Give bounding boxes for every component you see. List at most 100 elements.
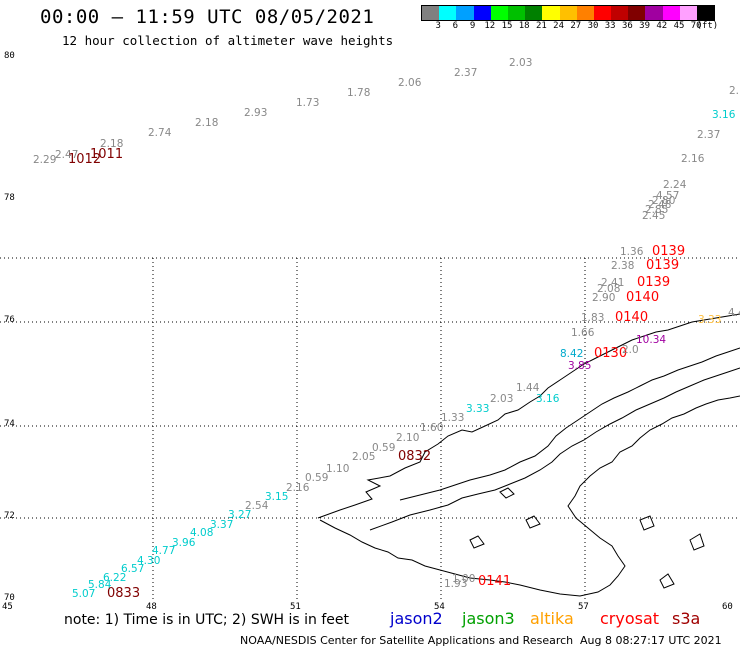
wave-height-value: 2.05 bbox=[352, 451, 375, 463]
color-swatch bbox=[456, 6, 474, 20]
wave-height-value: 1.00 bbox=[452, 573, 475, 585]
color-swatch bbox=[679, 6, 697, 20]
wave-height-value: 2.10 bbox=[396, 432, 419, 444]
pass-time-label: 0139 bbox=[646, 258, 679, 273]
coastline-fjords bbox=[319, 395, 740, 597]
longitude-label: 51 bbox=[290, 602, 301, 612]
wave-height-value: 2.93 bbox=[244, 107, 267, 119]
wave-height-value: 1.60 bbox=[420, 422, 443, 434]
wave-height-value: 2.74 bbox=[148, 127, 172, 139]
wave-height-value: 3.85 bbox=[568, 360, 591, 372]
longitude-label: 48 bbox=[146, 602, 157, 612]
wave-height-value: 2.03 bbox=[509, 57, 532, 69]
color-scale-label: 33 bbox=[604, 21, 616, 31]
longitude-label: 60 bbox=[722, 602, 733, 612]
wave-height-value: 1.44 bbox=[516, 382, 540, 394]
legend-item-altika: altika bbox=[530, 609, 574, 628]
color-swatch bbox=[662, 6, 680, 20]
wave-height-value: 2.16 bbox=[286, 482, 310, 494]
color-swatch bbox=[525, 6, 543, 20]
wave-height-value: 2.38 bbox=[611, 260, 634, 272]
color-swatch bbox=[576, 6, 594, 20]
wave-height-value: 2.37 bbox=[454, 67, 477, 79]
wave-height-value: 2. bbox=[729, 85, 739, 97]
wave-height-value: 1.66 bbox=[571, 327, 595, 339]
coastline-inlets bbox=[399, 347, 740, 501]
color-swatch bbox=[542, 6, 560, 20]
color-scale-label: 39 bbox=[639, 21, 651, 31]
color-scale-label: 42 bbox=[656, 21, 668, 31]
credit-line: NOAA/NESDIS Center for Satellite Applica… bbox=[240, 634, 574, 647]
color-scale-label: 15 bbox=[501, 21, 513, 31]
color-scale-label: 30 bbox=[587, 21, 599, 31]
color-scale-label: (ft) bbox=[696, 21, 719, 31]
pass-time-label: 0141 bbox=[478, 574, 511, 589]
wave-height-value: 3.33 bbox=[466, 403, 489, 415]
page-subtitle: 12 hour collection of altimeter wave hei… bbox=[62, 33, 394, 48]
wave-height-value: 3.33 bbox=[698, 314, 721, 326]
pass-time-label: 0140 bbox=[626, 290, 659, 305]
legend-item-cryosat: cryosat bbox=[600, 609, 660, 628]
wave-height-value: 2.29 bbox=[33, 154, 56, 166]
color-swatch bbox=[490, 6, 508, 20]
color-scale-label: 18 bbox=[518, 21, 530, 31]
wave-height-value: 3.27 bbox=[228, 509, 251, 521]
pass-time-label: 0140 bbox=[615, 310, 648, 325]
longitude-label: 45 bbox=[2, 602, 13, 612]
wave-height-value: 2.08 bbox=[597, 283, 620, 295]
wave-height-value: 2.03 bbox=[490, 393, 513, 405]
wave-height-value: 2.80 bbox=[652, 195, 675, 207]
wave-height-value: 2.45 bbox=[642, 210, 665, 222]
coastline-islands bbox=[469, 487, 705, 589]
longitude-labels: 45 48 51 54 57 60 bbox=[2, 602, 733, 612]
wave-height-value: 2.18 bbox=[195, 117, 218, 129]
latitude-labels: 80 78 76 74 72 70 bbox=[4, 51, 15, 603]
wave-height-value: 3.15 bbox=[265, 491, 288, 503]
wave-height-value: 2.37 bbox=[697, 129, 720, 141]
wave-height-value: 2.16 bbox=[681, 153, 705, 165]
pass-time-label: 0130 bbox=[594, 346, 627, 361]
color-swatch bbox=[645, 6, 663, 20]
wave-height-value: 3.16 bbox=[712, 109, 736, 121]
color-scale-label: 70 bbox=[690, 21, 702, 31]
wave-height-value: 6.22 bbox=[103, 572, 126, 584]
wave-height-value: 5.84 bbox=[88, 579, 112, 591]
color-swatch bbox=[559, 6, 577, 20]
wave-height-value: 4.4 bbox=[728, 307, 740, 319]
color-swatch bbox=[507, 6, 526, 20]
color-scale-label: 45 bbox=[673, 21, 685, 31]
pass-time-label: 0832 bbox=[398, 449, 431, 464]
color-scale-label: 21 bbox=[535, 21, 547, 31]
color-swatch bbox=[697, 6, 715, 20]
latitude-label: 76 bbox=[4, 315, 15, 325]
color-scale-label: 24 bbox=[553, 21, 565, 31]
wave-height-value: 1.10 bbox=[326, 463, 349, 475]
wave-height-value: 3.16 bbox=[536, 393, 560, 405]
wave-height-value: 1.93 bbox=[444, 578, 467, 590]
wave-height-value: 2.85 bbox=[645, 204, 668, 216]
wave-height-value: 0.59 bbox=[305, 472, 328, 484]
latitude-label: 74 bbox=[4, 419, 15, 429]
color-swatch bbox=[422, 6, 440, 20]
pass-time-label: 1012 bbox=[68, 152, 101, 167]
pass-time-label: 0139 bbox=[637, 275, 670, 290]
pass-time-label: 1011 bbox=[90, 147, 123, 162]
wave-height-value: 10.34 bbox=[636, 334, 666, 346]
wave-height-value: 1.73 bbox=[296, 97, 319, 109]
color-swatch bbox=[593, 6, 612, 20]
latitude-label: 78 bbox=[4, 193, 15, 203]
color-swatch bbox=[473, 6, 491, 20]
wave-height-value: 4.30 bbox=[137, 555, 160, 567]
wave-height-value: 3.96 bbox=[172, 537, 196, 549]
pass-time-label: 0139 bbox=[652, 244, 685, 259]
wave-height-value: 1.78 bbox=[347, 87, 370, 99]
wave-height-readings: 2.292.4710122.1810112.742.182.931.731.78… bbox=[33, 57, 740, 601]
coastline-outline bbox=[317, 313, 740, 519]
wave-height-value: 4.08 bbox=[190, 527, 213, 539]
wave-height-value: 2.41 bbox=[601, 277, 624, 289]
wave-height-value: 4.57 bbox=[656, 190, 679, 202]
footnote: note: 1) Time is in UTC; 2) SWH is in fe… bbox=[64, 612, 350, 628]
latitude-label: 72 bbox=[4, 511, 15, 521]
wave-height-value: 2.0 bbox=[622, 344, 639, 356]
